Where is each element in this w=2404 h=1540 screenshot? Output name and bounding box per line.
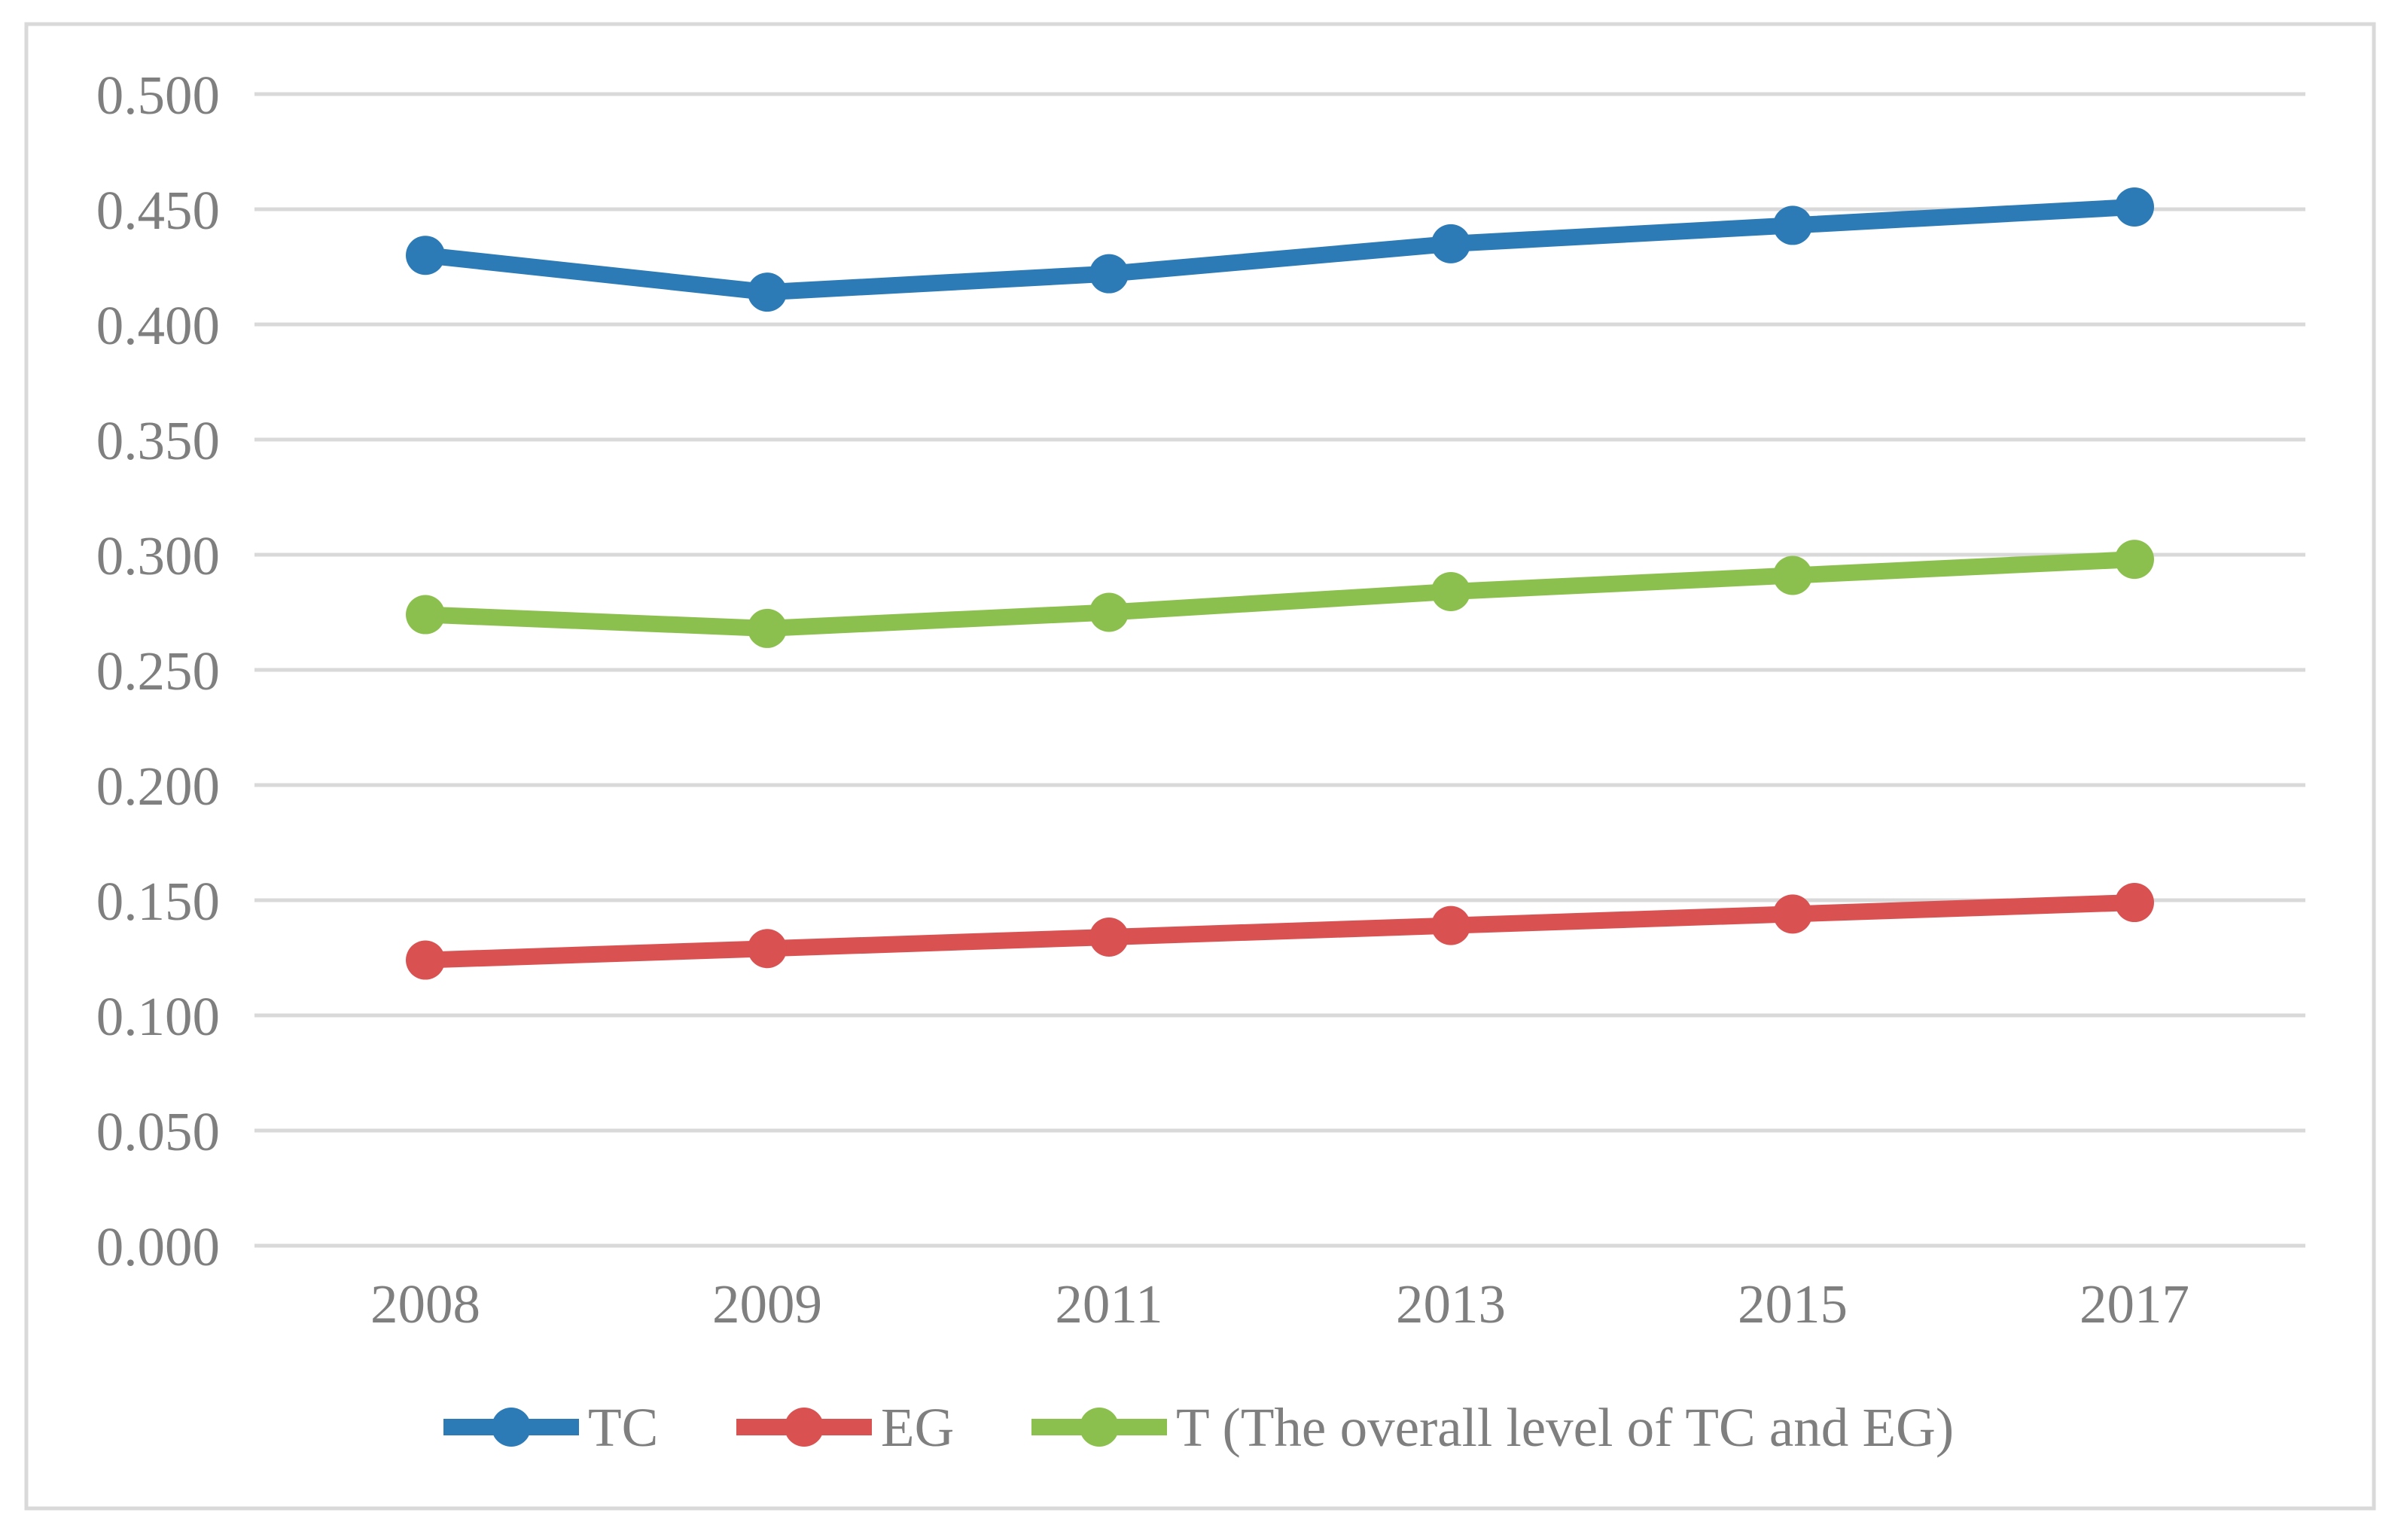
data-point-TC-2017 (2115, 187, 2154, 227)
y-tick-label: 0.400 (96, 295, 220, 356)
y-tick-label: 0.100 (96, 986, 220, 1047)
data-point-T-2008 (406, 595, 445, 635)
data-point-EG-2017 (2115, 883, 2154, 923)
data-point-TC-2011 (1089, 254, 1129, 294)
legend-item-label: EG (881, 1397, 954, 1458)
data-point-TC-2015 (1773, 205, 1812, 245)
data-point-TC-2009 (748, 272, 787, 312)
data-point-T-2015 (1773, 555, 1812, 595)
legend-marker-point (1080, 1408, 1119, 1447)
y-tick-label: 0.300 (96, 525, 220, 586)
series-line-TC (417, 198, 2143, 301)
legend-marker-point (785, 1408, 824, 1447)
y-tick-label: 0.450 (96, 180, 220, 241)
data-point-EG-2009 (748, 929, 787, 969)
series-line-EG (417, 894, 2143, 969)
y-tick-label: 0.000 (96, 1216, 220, 1277)
legend-item-label: TC (588, 1397, 658, 1458)
data-point-EG-2015 (1773, 894, 1812, 934)
y-tick-label: 0.150 (96, 871, 220, 932)
y-tick-label: 0.050 (96, 1101, 220, 1162)
data-point-EG-2013 (1431, 905, 1470, 945)
y-tick-label: 0.500 (96, 65, 220, 126)
x-tick-label: 2011 (1055, 1274, 1162, 1335)
data-point-T-2017 (2115, 540, 2154, 580)
data-point-TC-2008 (406, 236, 445, 275)
data-point-EG-2011 (1089, 917, 1129, 957)
legend-item-label: T (The overall level of TC and EG) (1176, 1397, 1954, 1458)
data-point-TC-2013 (1431, 224, 1470, 263)
y-tick-label: 0.200 (96, 756, 220, 817)
data-point-T-2011 (1089, 592, 1129, 632)
x-tick-label: 2008 (370, 1274, 480, 1335)
x-tick-label: 2017 (2080, 1274, 2189, 1335)
data-point-T-2009 (748, 608, 787, 648)
y-tick-label: 0.250 (96, 641, 220, 702)
chart-border (24, 22, 2376, 1511)
x-tick-label: 2013 (1396, 1274, 1506, 1335)
x-tick-label: 2015 (1738, 1274, 1848, 1335)
data-point-T-2013 (1431, 571, 1470, 611)
y-tick-label: 0.350 (96, 410, 220, 471)
data-point-EG-2008 (406, 940, 445, 980)
x-tick-label: 2009 (712, 1274, 822, 1335)
legend-marker-point (492, 1408, 531, 1447)
series-line-T (417, 551, 2143, 637)
